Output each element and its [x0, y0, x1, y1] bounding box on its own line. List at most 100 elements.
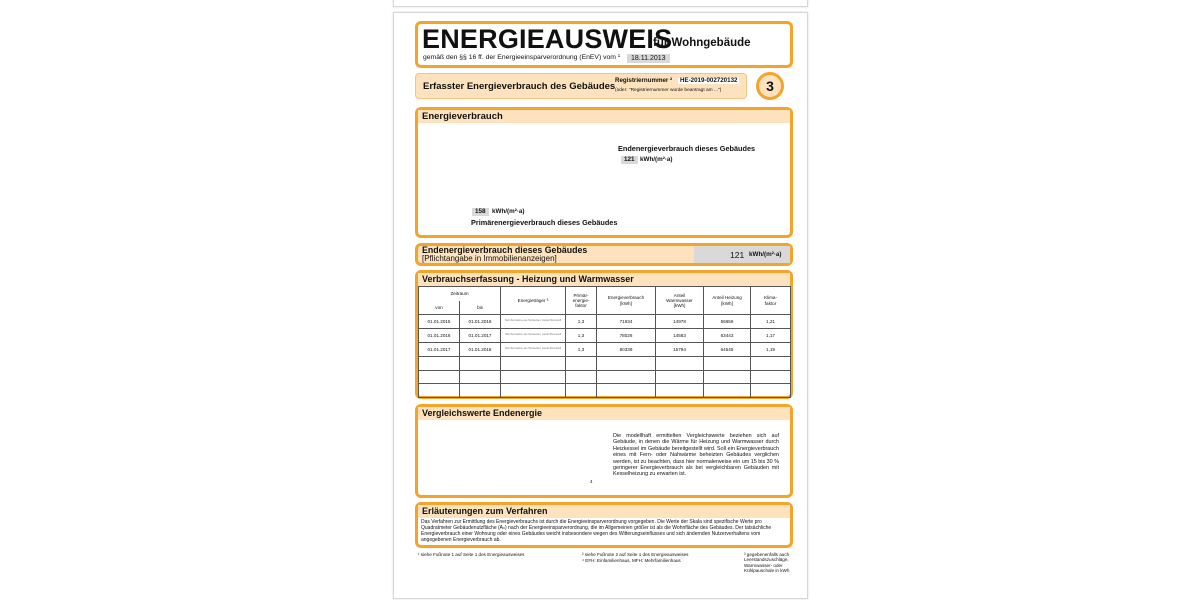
registration-heading: Erfasster Energieverbrauch des Gebäudes — [423, 81, 616, 92]
footnote-2: ² siehe Fußnote 2 auf Seite 1 des Energi… — [582, 552, 689, 557]
header-period: Zeitraum — [418, 286, 501, 301]
empty-cell — [565, 369, 597, 384]
table-cell: 01.01.2016 — [418, 328, 460, 343]
empty-cell — [565, 383, 597, 398]
table-cell: Nah-/Fernwärme aus Heizwerken, fossiler … — [500, 328, 566, 343]
empty-cell — [655, 356, 704, 371]
final-energy-value: 121 — [621, 156, 638, 165]
table-row: 01.01.2016 01.01.2017 Nah-/Fernwärme aus H… — [418, 328, 791, 343]
table-cell: 01.01.2015 — [418, 314, 460, 329]
footnote-3: ³ gegebenenfalls auch Leerstandszuschläg… — [744, 552, 790, 573]
empty-cell — [565, 356, 597, 371]
recording-title-bar — [418, 273, 790, 286]
header-factor: Primär-energie-faktor — [565, 286, 597, 315]
empty-cell — [418, 383, 460, 398]
comparison-text: Die modellhaft ermittelten Vergleichswer… — [613, 433, 779, 478]
table-cell: 14978 — [655, 314, 704, 329]
empty-cell — [459, 383, 501, 398]
header-box — [415, 21, 793, 68]
final-energy-unit: kWh/(m²·a) — [640, 156, 673, 163]
empty-cell — [596, 369, 656, 384]
empty-cell — [500, 356, 566, 371]
header-from: von — [418, 300, 460, 315]
empty-cell — [500, 383, 566, 398]
consumption-title: Energieverbrauch — [422, 111, 503, 122]
registration-label: Registriernummer ² — [615, 77, 673, 84]
summary-label: Endenergieverbrauch dieses Gebäudes — [422, 245, 588, 255]
primary-energy-value: 158 — [472, 208, 489, 217]
empty-cell — [750, 383, 791, 398]
header-carrier: Energieträger ³ — [500, 286, 566, 315]
table-cell: 78026 — [596, 328, 656, 343]
footnote-1: ¹ siehe Fußnote 1 auf Seite 1 des Energi… — [418, 552, 525, 557]
empty-cell — [596, 356, 656, 371]
empty-cell — [750, 369, 791, 384]
subtitle: für Wohngebäude — [653, 37, 751, 49]
table-cell: 15794 — [655, 342, 704, 357]
recording-title: Verbrauchserfassung - Heizung und Warmwa… — [422, 274, 634, 284]
summary-note: [Pflichtangabe in Immobilienanzeigen] — [422, 254, 557, 263]
empty-cell — [500, 369, 566, 384]
table-cell: 1,3 — [565, 314, 597, 329]
table-cell: 63443 — [703, 328, 751, 343]
table-cell: 1,21 — [750, 314, 791, 329]
table-cell: Nah-/Fernwärme aus Heizwerken, fossiler … — [500, 342, 566, 357]
registration-bar — [415, 73, 747, 99]
summary-unit: kWh/(m²·a) — [749, 251, 782, 258]
table-cell: 71634 — [596, 314, 656, 329]
empty-cell — [655, 369, 704, 384]
empty-row — [418, 383, 791, 398]
footnote-4: ⁴ EFH: Einfamilienhaus, MFH: Mehrfamilie… — [582, 558, 681, 563]
table-cell: 01.01.2017 — [459, 328, 501, 343]
registration-number: HE-2019-002720132 — [678, 77, 740, 85]
date: 18.11.2013 — [627, 54, 670, 63]
empty-cell — [703, 383, 751, 398]
empty-cell — [459, 369, 501, 384]
table-row: 01.01.2017 01.01.2018 Nah-/Fernwärme aus H… — [418, 342, 791, 357]
header-to: bis — [459, 300, 501, 315]
explanation-text: Das Verfahren zur Ermittlung des Energie… — [421, 519, 772, 543]
table-cell: 1,17 — [750, 328, 791, 343]
explanation-title-bar — [418, 505, 790, 518]
final-energy-label: Endenergieverbrauch dieses Gebäudes — [618, 144, 756, 153]
consumption-box — [415, 107, 793, 238]
recording-table: Zeitraum Energieträger ³ Primär-energie-… — [418, 286, 791, 398]
header-heating: Anteil Heizung [kWh] — [703, 286, 751, 315]
table-cell: 01.01.2016 — [459, 314, 501, 329]
page-badge — [756, 72, 784, 100]
table-cell: 56656 — [703, 314, 751, 329]
comparison-title-bar — [418, 407, 790, 420]
empty-row — [418, 356, 791, 371]
summary-value-box — [694, 246, 790, 263]
primary-energy-unit: kWh/(m²·a) — [492, 208, 525, 215]
comparison-footnote: 4 — [590, 479, 593, 484]
table-cell: 64545 — [703, 342, 751, 357]
table-row: 01.01.2015 01.01.2016 Nah-/Fernwärme aus H… — [418, 314, 791, 329]
registration-note: (oder: "Registriernummer wurde beantragt… — [615, 88, 722, 93]
empty-cell — [459, 356, 501, 371]
table-cell: Nah-/Fernwärme aus Heizwerken, fossiler … — [500, 314, 566, 329]
title: ENERGIEAUSWEIS — [422, 24, 673, 54]
table-cell: 01.01.2018 — [459, 342, 501, 357]
explanation-title: Erläuterungen zum Verfahren — [422, 506, 548, 516]
consumption-title-bar — [418, 110, 790, 123]
empty-cell — [418, 356, 460, 371]
empty-cell — [703, 369, 751, 384]
header-climate: Klima-faktor — [750, 286, 791, 315]
table-cell: 1,3 — [565, 342, 597, 357]
empty-cell — [703, 356, 751, 371]
header-water: Anteil Warmwasser [kWh] — [655, 286, 704, 315]
table-cell: 01.01.2017 — [418, 342, 460, 357]
recording-body: 01.01.2015 01.01.2016 Nah-/Fernwärme aus H… — [418, 314, 791, 398]
header-consumption: Energieverbrauch [kWh] — [596, 286, 656, 315]
primary-energy-label: Primärenergieverbrauch dieses Gebäudes — [471, 218, 618, 227]
table-cell: 1,3 — [565, 328, 597, 343]
empty-cell — [596, 383, 656, 398]
empty-cell — [655, 383, 704, 398]
empty-cell — [418, 369, 460, 384]
empty-cell — [750, 356, 791, 371]
table-cell: 14583 — [655, 328, 704, 343]
table-cell: 80339 — [596, 342, 656, 357]
basis: gemäß den §§ 16 ff. der Energieeinsparve… — [423, 54, 621, 61]
